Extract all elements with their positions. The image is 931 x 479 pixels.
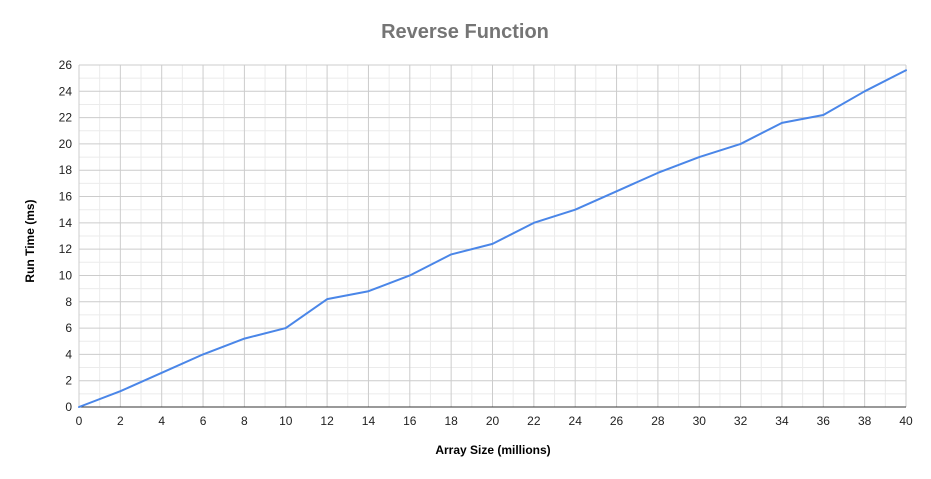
y-tick-label: 24 [59, 84, 73, 98]
x-tick-label: 30 [693, 414, 707, 428]
x-tick-label: 10 [279, 414, 293, 428]
x-tick-label: 24 [569, 414, 583, 428]
y-tick-label: 8 [65, 295, 72, 309]
x-tick-label: 2 [117, 414, 124, 428]
tick-labels: 0 2 4 6 8 10 12 14 16 18 20 22 24 26 28 30 32 34 36 38 40024… [59, 58, 913, 428]
x-tick-label: 14 [362, 414, 376, 428]
y-tick-label: 0 [65, 400, 72, 414]
x-tick-label: 18 [444, 414, 458, 428]
x-tick-label: 12 [320, 414, 334, 428]
grid-lines [78, 64, 907, 408]
y-axis-title: Run Time (ms) [23, 199, 37, 282]
x-tick-label: 28 [651, 414, 665, 428]
y-tick-label: 22 [59, 111, 73, 125]
y-tick-label: 18 [59, 163, 73, 177]
y-tick-label: 26 [59, 58, 73, 72]
x-tick-label: 16 [403, 414, 417, 428]
x-tick-label: 32 [734, 414, 748, 428]
x-tick-label: 26 [610, 414, 624, 428]
x-axis-title: Array Size (millions) [435, 443, 550, 457]
y-tick-label: 20 [59, 137, 73, 151]
x-tick-label: 38 [858, 414, 872, 428]
x-tick-label: 0 [76, 414, 83, 428]
y-tick-label: 6 [65, 321, 72, 335]
x-tick-label: 8 [241, 414, 248, 428]
x-tick-label: 22 [527, 414, 541, 428]
x-tick-label: 40 [899, 414, 913, 428]
y-tick-label: 2 [65, 374, 72, 388]
y-tick-label: 12 [59, 242, 73, 256]
y-tick-label: 14 [59, 216, 73, 230]
x-tick-label: 34 [775, 414, 789, 428]
x-tick-label: 6 [200, 414, 207, 428]
x-tick-label: 20 [486, 414, 500, 428]
series-layer [78, 69, 907, 408]
chart-title: Reverse Function [381, 21, 549, 43]
y-tick-label: 4 [65, 347, 72, 361]
series-line [78, 69, 907, 408]
y-tick-label: 10 [59, 268, 73, 282]
x-tick-label: 4 [158, 414, 165, 428]
y-tick-label: 16 [59, 190, 73, 204]
x-tick-label: 36 [817, 414, 831, 428]
